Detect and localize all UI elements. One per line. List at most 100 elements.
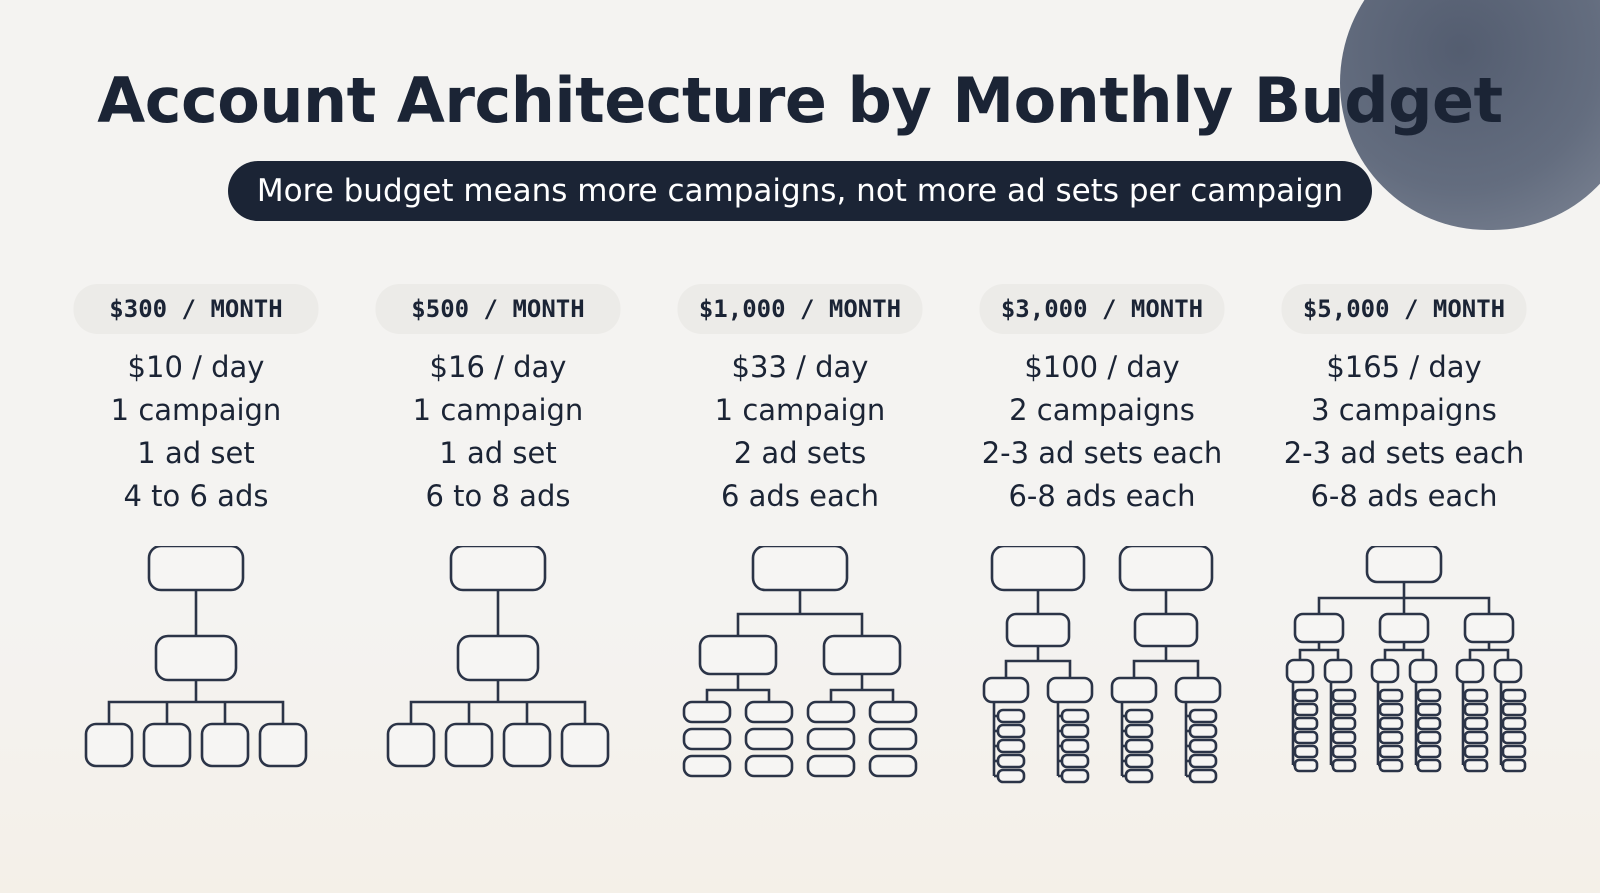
ad-node bbox=[1124, 753, 1154, 769]
daily-budget: $16 / day bbox=[429, 350, 567, 384]
connector-line bbox=[1004, 659, 1072, 678]
adset-node bbox=[1378, 612, 1430, 644]
connector-line bbox=[409, 700, 587, 724]
campaign-node bbox=[751, 546, 849, 592]
adset-node bbox=[1046, 676, 1094, 704]
daily-budget: $10 / day bbox=[127, 350, 265, 384]
ad-node bbox=[1501, 758, 1527, 773]
ad-node bbox=[1501, 702, 1527, 717]
ad-count: 6 ads each bbox=[720, 479, 880, 513]
ad-node bbox=[1331, 702, 1357, 717]
budget-column-5000: $5,000 / MONTH $165 / day 3 campaigns 2-… bbox=[1254, 284, 1554, 804]
ad-node bbox=[1060, 738, 1090, 754]
ad-node bbox=[744, 700, 794, 724]
ad-node bbox=[200, 722, 250, 768]
adset-node bbox=[1463, 612, 1515, 644]
adset-node bbox=[1408, 658, 1438, 684]
budget-column-1000: $1,000 / MONTH $33 / day 1 campaign 2 ad… bbox=[650, 284, 950, 804]
adset-count: 2 ad sets bbox=[733, 436, 867, 470]
structure-tree-diagram bbox=[682, 546, 918, 778]
budget-details: $16 / day 1 campaign 1 ad set 6 to 8 ads bbox=[348, 346, 648, 518]
structure-tree-diagram bbox=[84, 546, 308, 768]
adset-node bbox=[982, 676, 1030, 704]
ad-node bbox=[1124, 708, 1154, 724]
budget-badge: $5,000 / MONTH bbox=[1281, 284, 1527, 334]
budget-details: $100 / day 2 campaigns 2-3 ad sets each … bbox=[952, 346, 1252, 518]
ad-node bbox=[444, 722, 494, 768]
ad-node bbox=[1188, 723, 1218, 739]
ad-node bbox=[1378, 702, 1404, 717]
campaign-node bbox=[990, 546, 1086, 592]
ad-node bbox=[1060, 768, 1090, 784]
ad-node bbox=[996, 708, 1026, 724]
adset-node bbox=[1174, 676, 1222, 704]
ad-node bbox=[1060, 723, 1090, 739]
connector-line bbox=[1468, 648, 1510, 660]
ad-node bbox=[1378, 688, 1404, 703]
ad-count: 4 to 6 ads bbox=[123, 479, 269, 513]
adset-count: 1 ad set bbox=[439, 436, 557, 470]
ad-node bbox=[1416, 702, 1442, 717]
ad-node bbox=[1293, 744, 1319, 759]
ad-node bbox=[868, 700, 918, 724]
campaign-node bbox=[449, 546, 547, 592]
daily-budget: $100 / day bbox=[1024, 350, 1180, 384]
subtitle-pill: More budget means more campaigns, not mo… bbox=[228, 161, 1372, 221]
ad-node bbox=[1188, 753, 1218, 769]
ad-count: 6-8 ads each bbox=[1008, 479, 1196, 513]
ad-node bbox=[806, 700, 856, 724]
adset-count: 2-3 ad sets each bbox=[1283, 436, 1525, 470]
ad-node bbox=[1060, 708, 1090, 724]
budget-badge: $500 / MONTH bbox=[375, 284, 621, 334]
ad-count: 6 to 8 ads bbox=[425, 479, 571, 513]
adset-node bbox=[822, 634, 902, 676]
ad-node bbox=[1378, 744, 1404, 759]
connector-line bbox=[1132, 659, 1200, 678]
daily-budget: $33 / day bbox=[731, 350, 869, 384]
ad-node bbox=[806, 727, 856, 751]
adset-node bbox=[1110, 676, 1158, 704]
ad-node bbox=[806, 754, 856, 778]
adset-node bbox=[1293, 612, 1345, 644]
ad-node bbox=[682, 754, 732, 778]
ad-node bbox=[682, 727, 732, 751]
ad-node bbox=[1293, 758, 1319, 773]
adset-node bbox=[1493, 658, 1523, 684]
ad-node bbox=[1501, 716, 1527, 731]
budget-details: $33 / day 1 campaign 2 ad sets 6 ads eac… bbox=[650, 346, 950, 518]
adset-node bbox=[1005, 612, 1071, 648]
ad-node bbox=[1463, 702, 1489, 717]
campaign-count: 1 campaign bbox=[412, 393, 584, 427]
ad-node bbox=[1416, 688, 1442, 703]
adset-node bbox=[1370, 658, 1400, 684]
ad-node bbox=[996, 738, 1026, 754]
structure-tree-diagram bbox=[386, 546, 610, 768]
connector-line bbox=[1383, 648, 1425, 660]
budget-column-500: $500 / MONTH $16 / day 1 campaign 1 ad s… bbox=[348, 284, 648, 804]
adset-node bbox=[1455, 658, 1485, 684]
budget-column-300: $300 / MONTH $10 / day 1 campaign 1 ad s… bbox=[46, 284, 346, 804]
ad-node bbox=[1416, 716, 1442, 731]
daily-budget: $165 / day bbox=[1326, 350, 1482, 384]
ad-node bbox=[1416, 744, 1442, 759]
budget-badge: $1,000 / MONTH bbox=[677, 284, 923, 334]
budget-details: $10 / day 1 campaign 1 ad set 4 to 6 ads bbox=[46, 346, 346, 518]
ad-node bbox=[868, 727, 918, 751]
connector-line bbox=[736, 612, 864, 636]
ad-node bbox=[1463, 758, 1489, 773]
ad-node bbox=[1331, 730, 1357, 745]
ad-node bbox=[1124, 723, 1154, 739]
ad-node bbox=[502, 722, 552, 768]
ad-node bbox=[1331, 716, 1357, 731]
adset-node bbox=[1323, 658, 1353, 684]
connector-line bbox=[107, 700, 285, 724]
budget-badge: $3,000 / MONTH bbox=[979, 284, 1225, 334]
connector-line bbox=[705, 688, 771, 702]
ad-node bbox=[1416, 730, 1442, 745]
ad-node bbox=[1378, 730, 1404, 745]
ad-node bbox=[1293, 730, 1319, 745]
campaign-node bbox=[1365, 546, 1443, 584]
adset-node bbox=[456, 634, 540, 682]
budget-column-3000: $3,000 / MONTH $100 / day 2 campaigns 2-… bbox=[952, 284, 1252, 804]
structure-tree-diagram bbox=[982, 546, 1222, 784]
